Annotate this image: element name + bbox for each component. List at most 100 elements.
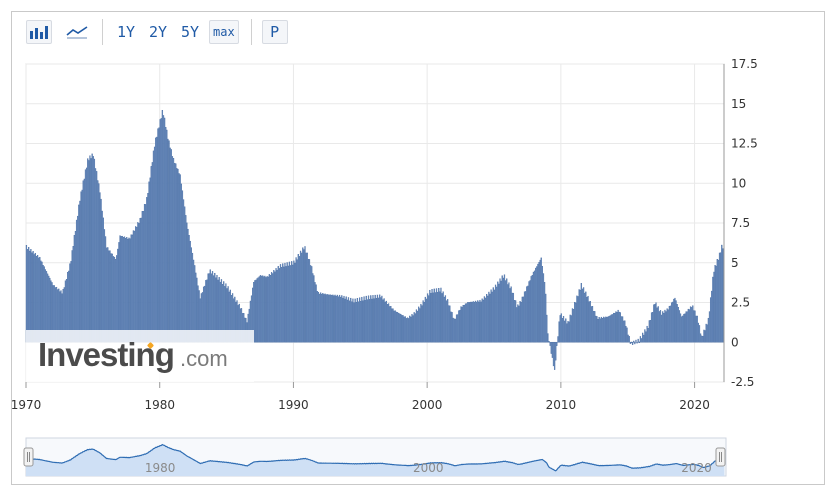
- data-bar: [328, 294, 331, 343]
- data-bar: [682, 315, 684, 343]
- data-bar: [681, 316, 683, 343]
- data-bar: [512, 292, 515, 343]
- data-bar: [584, 292, 586, 343]
- handle-grip[interactable]: [23, 447, 34, 467]
- data-bar: [356, 298, 359, 343]
- data-bar: [267, 276, 269, 343]
- data-bar: [315, 284, 317, 343]
- data-bar: [168, 140, 170, 343]
- data-bar: [614, 313, 616, 343]
- range-max-button[interactable]: max: [209, 20, 239, 44]
- data-bar: [582, 287, 585, 343]
- data-bar: [257, 277, 259, 343]
- data-bar: [30, 249, 32, 343]
- data-bar: [355, 301, 357, 343]
- data-bar: [517, 304, 519, 343]
- data-bar: [155, 137, 157, 343]
- data-bar: [374, 294, 376, 343]
- data-bar: [589, 301, 591, 343]
- data-bar: [137, 222, 139, 343]
- data-bar: [535, 267, 537, 343]
- data-bar: [556, 342, 558, 346]
- data-bar: [627, 334, 629, 343]
- range-2y-button[interactable]: 2Y: [148, 23, 168, 41]
- data-bar: [468, 302, 470, 343]
- navigator-left-handle[interactable]: [23, 447, 34, 467]
- data-bar: [721, 244, 723, 343]
- y-tick-label: -2.5: [731, 375, 754, 389]
- bar-chart-button[interactable]: [26, 20, 52, 44]
- line-chart-icon: [66, 26, 88, 39]
- data-bar: [436, 291, 439, 343]
- data-bar: [265, 277, 267, 343]
- data-bar: [483, 296, 486, 343]
- data-bar: [705, 323, 707, 343]
- data-bar: [72, 246, 74, 343]
- data-bar: [153, 146, 156, 343]
- bar-chart-icon: [30, 26, 48, 39]
- data-bar: [360, 301, 362, 343]
- y-tick-label: 17.5: [731, 57, 758, 71]
- data-bar: [99, 192, 101, 343]
- data-bar: [425, 298, 428, 343]
- data-bar: [375, 298, 377, 343]
- data-bar: [87, 158, 89, 343]
- data-bar: [514, 300, 517, 343]
- data-bar: [78, 204, 80, 343]
- data-bar: [516, 307, 518, 343]
- data-bar: [166, 129, 168, 343]
- data-bar: [670, 302, 673, 343]
- data-bar: [282, 263, 284, 343]
- data-bar: [387, 303, 390, 343]
- data-bar: [255, 279, 257, 343]
- data-bar: [709, 297, 712, 343]
- print-button[interactable]: P: [261, 20, 288, 44]
- data-bar: [560, 313, 562, 343]
- data-bar: [31, 252, 33, 343]
- data-bar: [256, 278, 258, 343]
- data-bar: [146, 197, 148, 343]
- range-1y-button[interactable]: 1Y: [116, 23, 136, 41]
- data-bar: [380, 297, 382, 343]
- data-bar: [454, 318, 457, 343]
- data-bar: [71, 250, 73, 343]
- data-bar: [459, 309, 461, 343]
- range-navigator[interactable]: 1980 2000 2020: [23, 437, 727, 477]
- data-bar: [370, 295, 372, 343]
- line-chart-button[interactable]: [64, 20, 90, 44]
- data-bar: [506, 278, 508, 343]
- data-bar: [321, 294, 323, 343]
- data-bar: [606, 316, 608, 343]
- data-bar: [167, 138, 169, 343]
- data-bar: [176, 168, 178, 343]
- data-bar: [179, 174, 181, 343]
- data-bar: [352, 298, 354, 343]
- data-bar: [97, 180, 99, 343]
- data-bar: [694, 310, 696, 343]
- data-bar: [263, 276, 265, 343]
- data-bar: [580, 282, 582, 343]
- data-bar: [174, 162, 176, 343]
- data-bar: [110, 253, 112, 343]
- data-bar: [184, 206, 186, 343]
- data-bar: [170, 149, 172, 343]
- data-bar: [377, 297, 380, 343]
- data-bar: [426, 293, 429, 343]
- data-bar: [262, 275, 264, 343]
- data-bar: [191, 252, 194, 343]
- data-bar: [695, 315, 697, 343]
- data-bar: [472, 301, 474, 343]
- data-bar: [518, 305, 520, 343]
- data-bar: [132, 230, 135, 343]
- range-5y-button[interactable]: 5Y: [180, 23, 200, 41]
- data-bar: [394, 310, 396, 343]
- data-bar: [73, 235, 75, 343]
- data-bar: [718, 252, 721, 343]
- handle-grip[interactable]: [715, 447, 726, 467]
- navigator-right-handle[interactable]: [715, 447, 726, 467]
- data-bar: [318, 293, 321, 343]
- data-bar: [463, 305, 465, 343]
- data-bar: [646, 325, 648, 343]
- data-bar: [354, 298, 356, 343]
- data-bar: [286, 262, 288, 343]
